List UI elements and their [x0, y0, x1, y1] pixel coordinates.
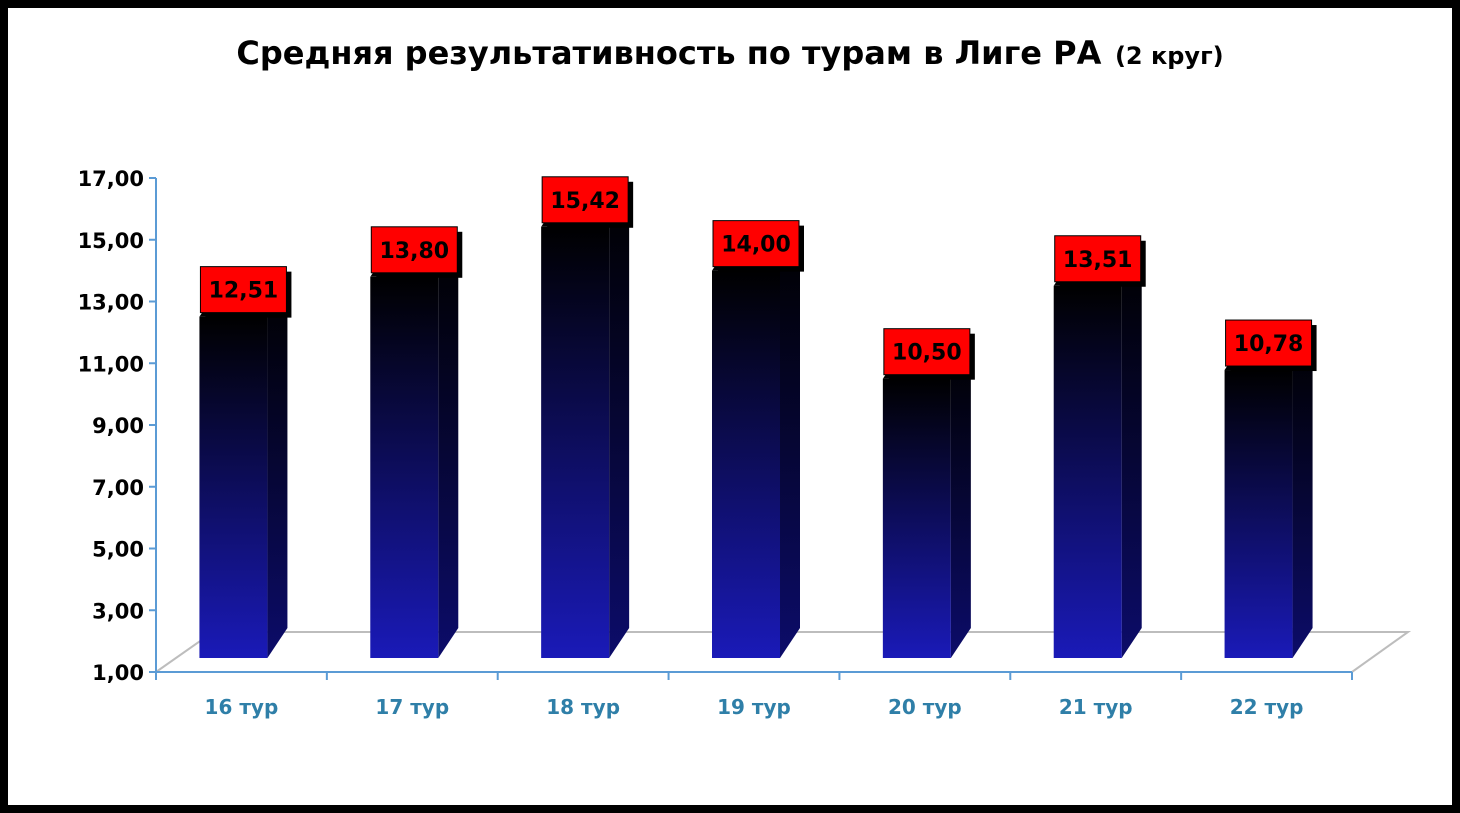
data-label-text: 15,42: [550, 189, 620, 214]
data-label-box: [199, 266, 287, 314]
axes: 1,00 3,00 5,00 7,00 9,00 11,00 13,00 15,00 17,00…: [78, 167, 1353, 719]
bar-side: [1292, 340, 1313, 658]
bar-front: [882, 378, 951, 658]
data-label-text: 13,51: [1063, 248, 1133, 273]
data-label-text: 12,51: [209, 279, 279, 304]
bar-front: [1224, 370, 1293, 658]
bar: [370, 246, 459, 659]
bar: [199, 286, 288, 658]
x-tick-label: 19 тур: [717, 695, 791, 719]
x-tick-label: 17 тур: [375, 695, 449, 719]
bar-side: [1121, 255, 1142, 658]
data-label-box: [1225, 319, 1313, 367]
bar-front: [712, 270, 780, 658]
data-label-text: 14,00: [721, 233, 791, 258]
bar-front: [541, 226, 610, 658]
data-label-text: 10,50: [892, 341, 962, 366]
data-label: 10,78: [1225, 319, 1317, 372]
data-label: 12,51: [199, 266, 292, 318]
bar-front: [1053, 285, 1122, 658]
data-labels: 12,51 13,80 15,42 14,00 10,50 13,51 10,78: [199, 176, 1317, 380]
data-label-box: [712, 220, 800, 268]
data-label-box: [541, 176, 629, 224]
bar-front: [199, 316, 268, 658]
bar: [1053, 255, 1142, 658]
x-tick-label: 20 тур: [888, 695, 962, 719]
data-label-text: 13,80: [379, 239, 449, 264]
x-tick-label: 18 тур: [546, 695, 620, 719]
bar: [541, 196, 630, 658]
chart-title: Средняя результативность по турам в Лиге…: [236, 34, 1223, 72]
bar-side: [267, 286, 288, 658]
chart-subtitle: (2 круг): [1115, 42, 1224, 70]
y-tick-label: 3,00: [92, 599, 144, 623]
chart-title-main: Средняя результативность по турам в Лиге…: [236, 34, 1101, 72]
y-tick-label: 1,00: [92, 661, 144, 685]
bar-side: [780, 240, 800, 658]
y-tick-label: 17,00: [78, 167, 144, 191]
data-label-text: 10,78: [1234, 332, 1304, 357]
bar-side: [609, 196, 630, 658]
y-tick-label: 13,00: [78, 291, 144, 315]
data-label: 10,50: [883, 328, 975, 380]
data-label: 14,00: [712, 220, 804, 272]
bar-front: [370, 276, 439, 658]
y-tick-label: 9,00: [92, 414, 144, 438]
y-tick-label: 15,00: [78, 229, 144, 253]
chart-frame: Средняя результативность по турам в Лиге…: [8, 8, 1452, 805]
data-label: 15,42: [541, 176, 634, 228]
data-label-box: [883, 328, 971, 376]
data-label: 13,80: [370, 226, 463, 278]
x-tick-label: 16 тур: [205, 695, 279, 719]
data-label: 13,51: [1054, 235, 1146, 287]
bar: [1224, 340, 1313, 658]
bar-chart: Средняя результативность по турам в Лиге…: [78, 34, 1412, 719]
bar: [882, 348, 971, 658]
x-tick-label: 21 тур: [1059, 695, 1133, 719]
y-tick-label: 11,00: [78, 352, 144, 376]
bar: [712, 240, 800, 658]
y-tick-label: 7,00: [92, 476, 144, 500]
data-label-box: [370, 226, 458, 274]
data-label-box: [1054, 235, 1142, 283]
x-tick-label: 22 тур: [1230, 695, 1304, 719]
y-tick-label: 5,00: [92, 538, 144, 562]
bar-side: [438, 246, 459, 659]
bar-side: [950, 348, 971, 658]
